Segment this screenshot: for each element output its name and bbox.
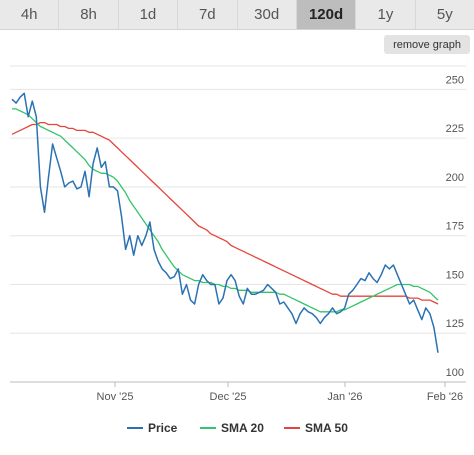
y-tick-label-100: 100 xyxy=(446,367,464,379)
tab-4h[interactable]: 4h xyxy=(0,0,60,29)
x-tick-label-1: Dec '25 xyxy=(210,391,247,403)
y-tick-label-175: 175 xyxy=(446,221,464,233)
y-tick-label-250: 250 xyxy=(446,74,464,86)
series-line-sma-20 xyxy=(12,108,439,313)
tab-1d[interactable]: 1d xyxy=(118,0,179,29)
chart-legend: Price SMA 20 SMA 50 xyxy=(127,421,348,435)
tab-1y[interactable]: 1y xyxy=(356,0,416,29)
y-tick-label-200: 200 xyxy=(446,172,464,184)
tab-8h[interactable]: 8h xyxy=(59,0,119,29)
x-tick-label-2: Jan '26 xyxy=(327,391,362,403)
x-tick-label-3: Feb '26 xyxy=(427,391,463,403)
series-line-price xyxy=(11,92,439,353)
legend-label-1: SMA 20 xyxy=(221,421,264,435)
y-tick-label-125: 125 xyxy=(446,318,464,330)
legend-label-0: Price xyxy=(148,421,178,435)
y-tick-label-150: 150 xyxy=(446,269,464,281)
chart-grid xyxy=(10,65,466,383)
tab-120d[interactable]: 120d xyxy=(296,0,357,29)
series-line-sma-50 xyxy=(11,121,439,305)
tab-30d[interactable]: 30d xyxy=(237,0,297,29)
chart-series xyxy=(11,92,439,353)
timeframe-tabs: 4h 8h 1d 7d 30d 120d 1y 5y xyxy=(0,0,474,30)
x-axis: Nov '25 Dec '25 Jan '26 Feb '26 xyxy=(97,382,463,403)
x-tick-label-0: Nov '25 xyxy=(97,391,134,403)
remove-graph-button[interactable]: remove graph xyxy=(384,35,470,54)
legend-label-2: SMA 50 xyxy=(305,421,348,435)
y-tick-label-225: 225 xyxy=(446,123,464,135)
tab-7d[interactable]: 7d xyxy=(178,0,238,29)
price-chart: 100 125 150 175 200 225 250 Nov '25 Dec '25 Jan … xyxy=(10,65,466,435)
y-axis-ticks: 100 125 150 175 200 225 250 xyxy=(446,74,464,379)
tab-5y[interactable]: 5y xyxy=(415,0,474,29)
